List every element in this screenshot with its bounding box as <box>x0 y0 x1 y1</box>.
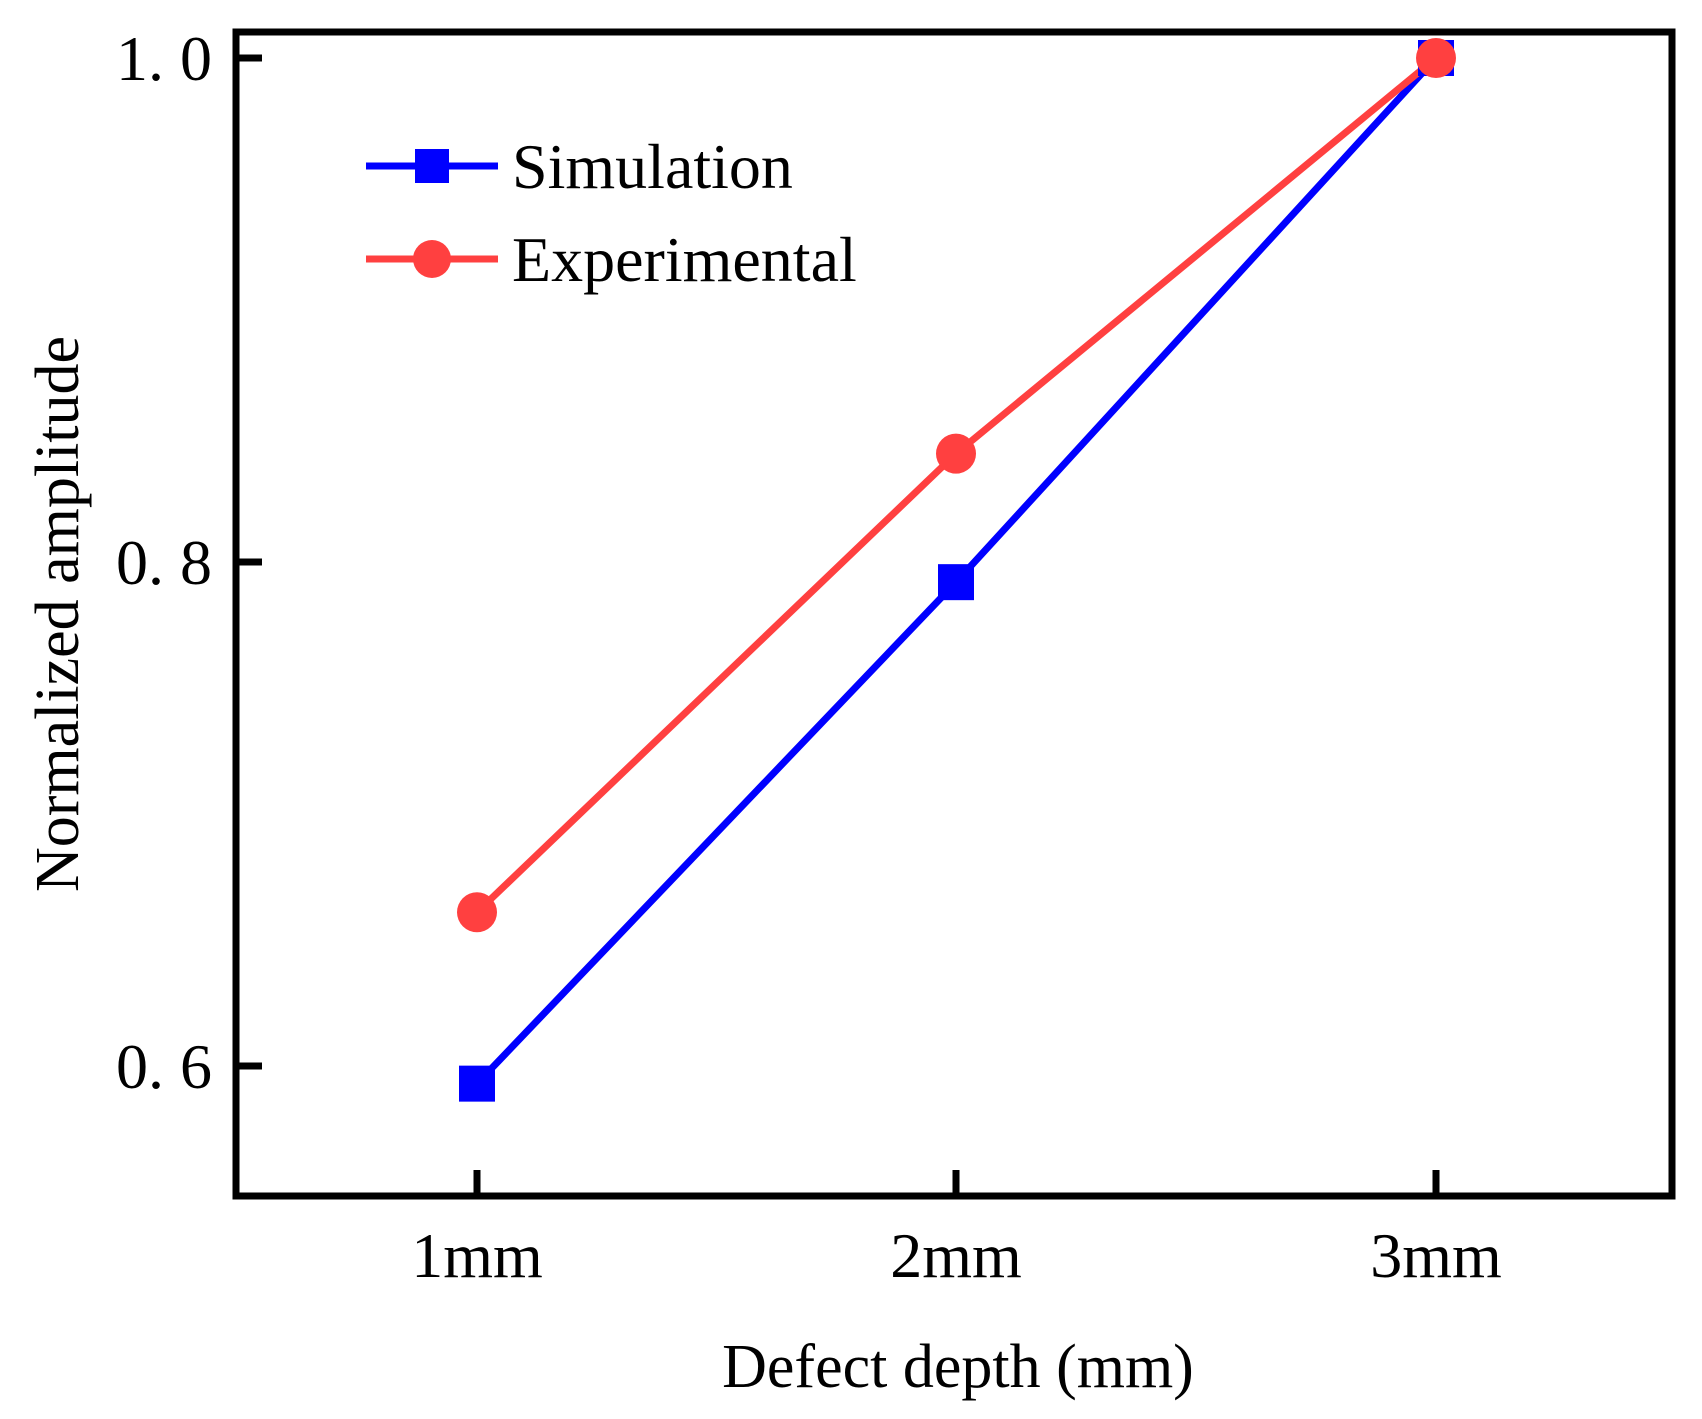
x-tick-label-2: 3mm <box>1370 1220 1502 1291</box>
plot-frame <box>232 28 1676 1200</box>
data-point-experimental-2 <box>1416 38 1456 78</box>
series-layer <box>457 38 1456 1102</box>
series-points-experimental <box>457 38 1456 933</box>
x-tick-label-1: 2mm <box>890 1220 1022 1291</box>
legend: Simulation Experimental <box>366 131 857 295</box>
y-tick-label-2: 1. 0 <box>116 23 212 94</box>
legend-marker-experimental <box>413 240 451 278</box>
data-point-experimental-0 <box>457 892 497 933</box>
y-tick-label-1: 0. 8 <box>116 527 212 598</box>
y-axis-title: Normalized amplitude <box>24 336 92 892</box>
legend-marker-simulation <box>415 149 449 183</box>
x-axis-title: Defect depth (mm) <box>722 1333 1194 1401</box>
legend-label-experimental: Experimental <box>512 224 857 295</box>
data-point-experimental-1 <box>936 433 976 474</box>
x-axis: 1mm 2mm 3mm <box>411 1170 1502 1291</box>
data-point-simulation-0 <box>459 1065 495 1102</box>
legend-label-simulation: Simulation <box>512 131 793 202</box>
data-point-simulation-1 <box>938 564 974 601</box>
y-tick-label-0: 0. 6 <box>116 1031 212 1102</box>
y-axis: 0. 6 0. 8 1. 0 <box>116 23 262 1102</box>
x-tick-label-0: 1mm <box>411 1220 543 1291</box>
